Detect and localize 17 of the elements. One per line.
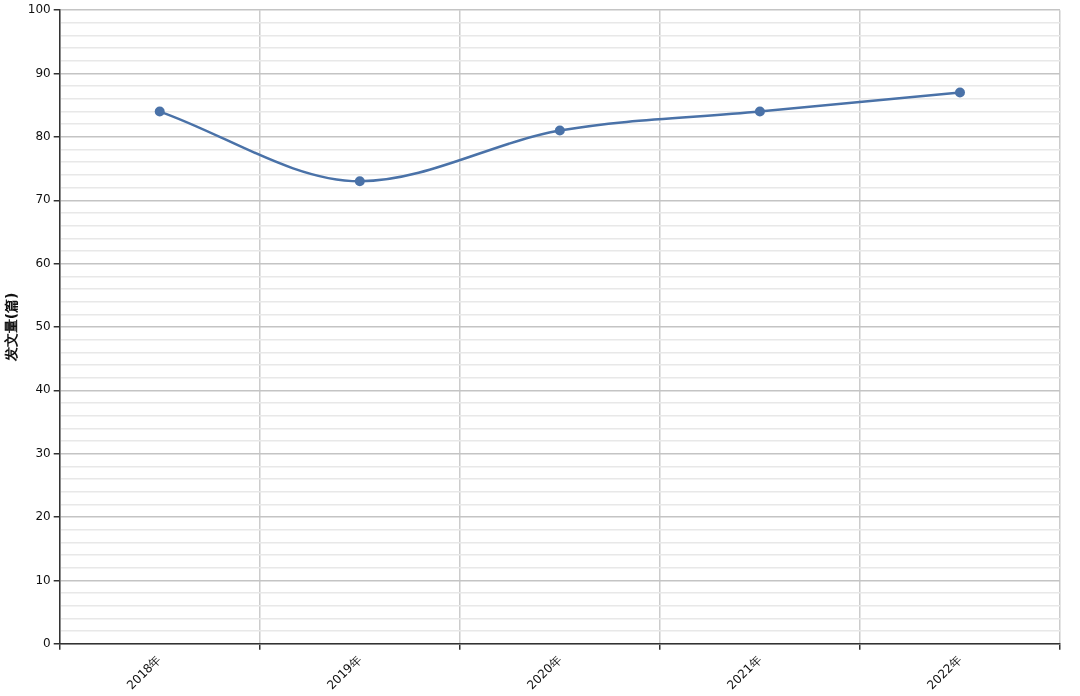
point — [754, 106, 765, 117]
y-tick-label: 70 — [35, 192, 51, 207]
y-tick-label: 80 — [35, 129, 51, 144]
y-axis-title: 发文量(篇) — [3, 292, 20, 363]
y-tick-label: 10 — [35, 572, 51, 587]
point — [354, 176, 365, 187]
y-tick-label: 60 — [35, 255, 51, 270]
y-tick-label: 100 — [27, 2, 51, 17]
point — [954, 87, 965, 98]
y-tick-label: 90 — [35, 65, 51, 80]
y-tick-label: 20 — [35, 509, 51, 524]
y-tick-label: 40 — [35, 382, 51, 397]
point — [154, 106, 165, 117]
y-tick-label: 50 — [35, 319, 51, 334]
y-tick-label: 0 — [43, 635, 51, 650]
point — [554, 125, 565, 136]
y-tick-label: 30 — [35, 445, 51, 460]
